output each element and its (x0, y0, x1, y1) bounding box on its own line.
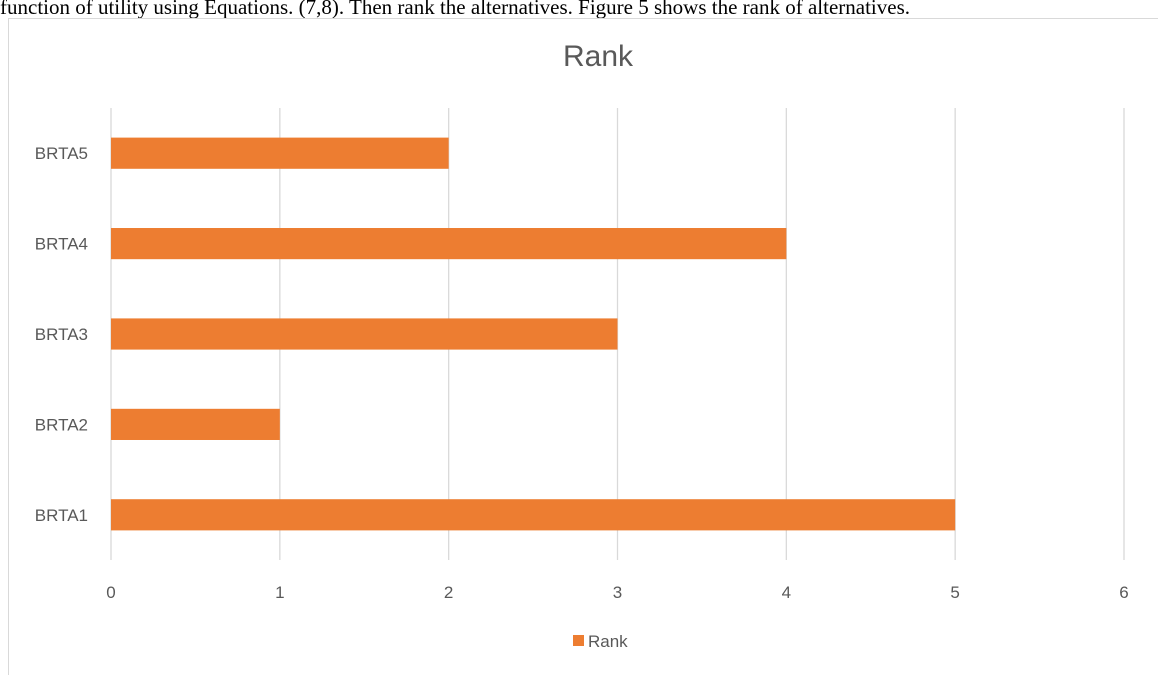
x-tick-label: 3 (613, 583, 622, 602)
chart-frame (8, 18, 1158, 675)
bar-brta2 (111, 408, 280, 440)
x-tick-label: 1 (275, 583, 284, 602)
legend-swatch (573, 635, 584, 646)
bar-brta1 (111, 499, 956, 531)
legend: Rank (573, 632, 628, 651)
x-tick-label: 5 (950, 583, 959, 602)
x-tick-label: 2 (444, 583, 453, 602)
category-label: BRTA1 (35, 506, 88, 525)
tick-labels: 0 1 2 3 4 5 6 (106, 583, 1128, 602)
bar-brta5 (111, 137, 449, 169)
category-label: BRTA5 (35, 144, 88, 163)
bars (111, 137, 956, 531)
category-labels: BRTA1 BRTA2 BRTA3 BRTA4 BRTA5 (35, 144, 88, 525)
caption-text: function of utility using Equations. (7,… (0, 0, 910, 19)
x-tick-label: 4 (782, 583, 791, 602)
category-label: BRTA3 (35, 325, 88, 344)
x-tick-label: 0 (106, 583, 115, 602)
bar-brta4 (111, 228, 787, 260)
legend-label: Rank (588, 632, 628, 651)
grid-lines (110, 108, 1125, 560)
chart-title: Rank (563, 40, 634, 73)
x-tick-label: 6 (1119, 583, 1128, 602)
category-label: BRTA4 (35, 235, 88, 254)
bar-brta3 (111, 318, 618, 350)
category-label: BRTA2 (35, 415, 88, 434)
